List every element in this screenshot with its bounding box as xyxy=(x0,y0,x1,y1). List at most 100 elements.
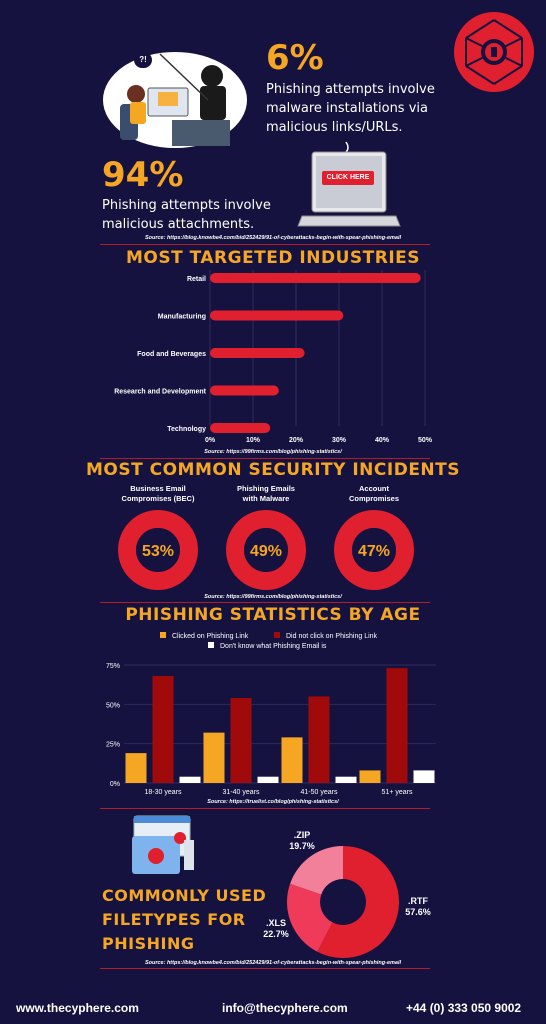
stat-6-percent: 6% xyxy=(266,38,324,78)
divider-1 xyxy=(100,244,430,245)
stat-6-description: Phishing attempts involve malware instal… xyxy=(266,80,435,137)
malware-file-illustration xyxy=(128,814,198,876)
industries-bar xyxy=(210,310,344,321)
industries-category-label: Technology xyxy=(167,426,206,433)
industries-x-tick: 40% xyxy=(375,437,390,444)
incidents-source: Source: https://99firms.com/blog/phishin… xyxy=(204,594,342,600)
divider-3 xyxy=(100,602,430,603)
industries-title: MOST TARGETED INDUSTRIES xyxy=(125,248,421,268)
industries-category-label: Food and Beverages xyxy=(137,351,206,358)
footer-phone[interactable]: +44 (0) 333 050 9002 xyxy=(406,1001,522,1015)
industries-x-tick: 50% xyxy=(418,437,433,444)
age-legend-swatch xyxy=(208,642,214,648)
filetype-label: .XLS xyxy=(266,918,286,928)
stat-94-percent: 94% xyxy=(102,155,184,195)
age-category-label: 41-50 years xyxy=(301,789,338,796)
stat-94-line-1: Phishing attempts involve xyxy=(102,198,271,213)
industries-x-tick: 30% xyxy=(332,437,347,444)
age-y-tick: 25% xyxy=(106,742,120,749)
industries-bar xyxy=(210,273,421,283)
divider-5 xyxy=(100,968,430,969)
age-bar-chart: Clicked on Phishing Link Did not click on… xyxy=(106,632,436,796)
filetype-slice xyxy=(317,846,399,958)
footer-website[interactable]: www.thecyphere.com xyxy=(16,1001,139,1015)
age-bar xyxy=(386,668,408,783)
incident-donut-hole xyxy=(352,528,396,572)
incident-3-label: Account Compromises xyxy=(324,484,424,504)
incident-3-label-line-2: Compromises xyxy=(348,494,399,503)
filetype-label: .ZIP xyxy=(294,830,311,840)
industries-bar-chart: 0% 10% 20% 30% 40% 50% Retail Manufacturing Food… xyxy=(114,270,433,444)
age-category-label: 51+ years xyxy=(382,789,413,796)
cyphere-logo-icon xyxy=(454,12,534,92)
divider-4 xyxy=(100,808,430,809)
age-bar xyxy=(203,732,225,783)
incident-1-label-line-2: Compromises (BEC) xyxy=(121,494,195,503)
incident-2-label-line-1: Phishing Emails xyxy=(237,484,295,493)
speech-bubble: ?! xyxy=(134,52,152,68)
stat-94-description: Phishing attempts involve malicious atta… xyxy=(102,196,271,234)
incident-donut-ring xyxy=(226,510,306,590)
age-legend-label: Don't know what Phishing Email is xyxy=(220,643,327,650)
filetype-value: 22.7% xyxy=(263,929,289,939)
age-bar xyxy=(152,676,174,783)
industries-source: Source: https://99firms.com/blog/phishin… xyxy=(204,449,342,455)
stat-6-line-3: malicious links/URLs. xyxy=(266,120,403,135)
incidents-title: MOST COMMON SECURITY INCIDENTS xyxy=(85,460,460,480)
incident-donut-value: 49% xyxy=(250,543,282,560)
industries-category-label: Manufacturing xyxy=(158,314,206,321)
filetype-slice xyxy=(290,846,343,895)
filetype-label: .RTF xyxy=(408,896,428,906)
age-bar xyxy=(125,753,147,783)
age-bar xyxy=(230,698,252,783)
divider-2 xyxy=(100,458,430,459)
industries-bar xyxy=(210,348,305,358)
age-bar xyxy=(413,770,435,783)
age-y-tick: 50% xyxy=(106,702,120,709)
filetype-value: 19.7% xyxy=(289,841,315,851)
hacker-illustration xyxy=(100,42,250,150)
industries-bar xyxy=(210,385,279,396)
incident-donut-hole xyxy=(244,528,288,572)
incident-3-label-line-1: Account xyxy=(359,484,389,493)
incident-1-label: Business Email Compromises (BEC) xyxy=(108,484,208,504)
filetype-value: 57.6% xyxy=(405,907,431,917)
incident-donut-value: 47% xyxy=(358,543,390,560)
incident-1-label-line-1: Business Email xyxy=(130,484,186,493)
industries-x-tick: 20% xyxy=(289,437,304,444)
incident-donut-hole xyxy=(136,528,180,572)
age-category-label: 31-40 years xyxy=(223,789,260,796)
industries-category-label: Research and Development xyxy=(114,389,206,396)
stat-6-line-2: malware installations via xyxy=(266,101,428,116)
incident-2-label: Phishing Emails with Malware xyxy=(216,484,316,504)
age-bar xyxy=(335,776,357,783)
filetypes-title-line-1: COMMONLY USED xyxy=(102,886,267,905)
age-y-tick: 75% xyxy=(106,663,120,670)
age-bar xyxy=(308,696,330,783)
stat-6-line-1: Phishing attempts involve xyxy=(266,82,435,97)
age-y-tick: 0% xyxy=(110,781,120,788)
incidents-donut-charts: 53% 49% 47% xyxy=(118,510,414,590)
age-bar xyxy=(359,770,381,783)
industries-chart: 0% 10% 20% 30% 40% 50% Retail Manufacturing Food… xyxy=(0,266,546,446)
industries-bar xyxy=(210,423,271,433)
age-legend-label: Did not click on Phishing Link xyxy=(286,633,378,640)
logo xyxy=(452,10,536,94)
industries-x-tick: 0% xyxy=(205,437,216,444)
incident-donut-ring xyxy=(118,510,198,590)
age-bar xyxy=(179,776,201,783)
click-here-button[interactable]: CLICK HERE xyxy=(322,171,374,185)
age-legend-swatch xyxy=(274,632,280,638)
age-source: Source: https://truelist.co/blog/phishin… xyxy=(207,799,339,805)
industries-category-label: Retail xyxy=(187,276,206,283)
stat-94-line-2: malicious attachments. xyxy=(102,217,255,232)
age-title: PHISHING STATISTICS BY AGE xyxy=(125,605,421,625)
footer-email[interactable]: info@thecyphere.com xyxy=(222,1001,348,1015)
incident-donut-value: 53% xyxy=(142,543,174,560)
age-bar xyxy=(257,776,279,783)
filetypes-title-line-3: PHISHING xyxy=(102,934,195,953)
filetypes-title: COMMONLY USED FILETYPES FOR PHISHING xyxy=(102,884,266,956)
industries-x-tick: 10% xyxy=(246,437,261,444)
hero-source: Source: https://blog.knowbe4.com/bid/252… xyxy=(144,235,402,241)
